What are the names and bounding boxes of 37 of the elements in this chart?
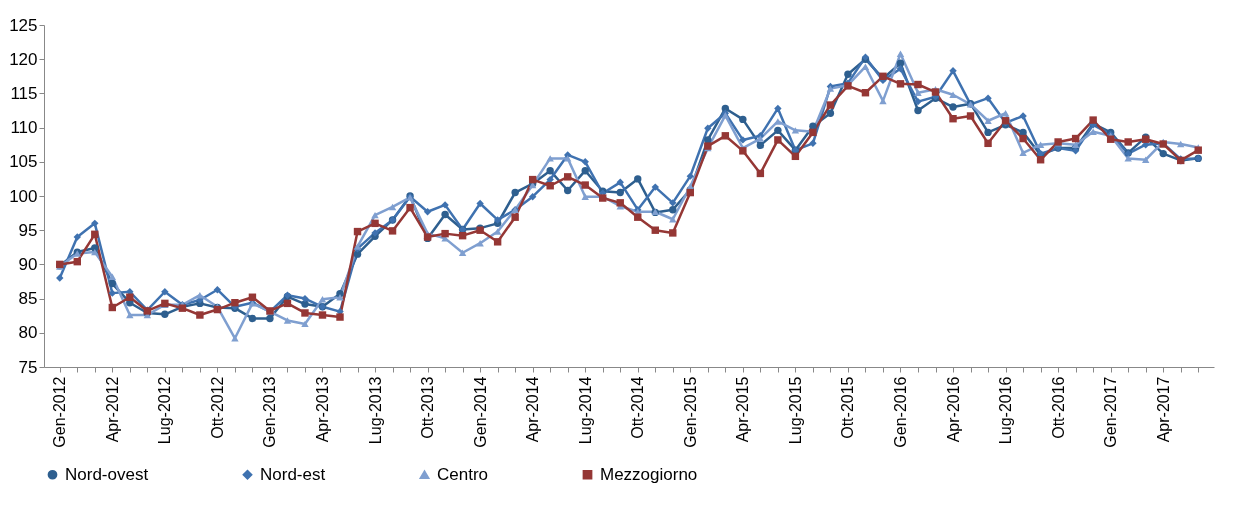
x-tick-label: Apr-2014	[524, 376, 542, 443]
x-tick-label: Ott-2013	[419, 376, 437, 439]
x-tick-label: Gen-2013	[261, 376, 279, 448]
y-tick-label: 115	[10, 83, 38, 103]
x-tick-label: Apr-2013	[313, 376, 331, 443]
legend-label: Mezzogiorno	[600, 464, 698, 484]
y-tick-label: 105	[9, 152, 38, 172]
y-tick-label: 75	[18, 357, 38, 377]
x-tick-label: Lug-2016	[997, 376, 1015, 445]
x-tick-label: Gen-2014	[471, 376, 489, 448]
x-tick-label: Gen-2016	[891, 376, 909, 448]
x-tick-label: Ott-2016	[1049, 376, 1067, 439]
x-tick-label: Gen-2015	[681, 376, 699, 448]
legend-label: Nord-est	[260, 464, 326, 484]
x-tick-label: Apr-2016	[944, 376, 962, 443]
x-tick-label: Apr-2017	[1154, 376, 1172, 443]
y-tick-label: 110	[10, 118, 38, 138]
x-tick-label: Lug-2013	[366, 376, 384, 445]
y-tick-label: 95	[18, 220, 38, 240]
x-tick-label: Lug-2015	[786, 376, 804, 445]
x-tick-label: Lug-2014	[576, 376, 594, 445]
y-tick-label: 100	[9, 186, 38, 206]
y-tick-label: 85	[18, 289, 38, 309]
x-tick-label: Apr-2015	[734, 376, 752, 443]
y-tick-label: 80	[18, 323, 38, 343]
y-tick-label: 125	[9, 15, 38, 35]
x-tick-label: Lug-2012	[156, 376, 174, 445]
x-tick-label: Ott-2015	[839, 376, 857, 439]
y-tick-label: 90	[18, 254, 38, 274]
x-tick-label: Apr-2012	[103, 376, 121, 443]
x-tick-label: Ott-2012	[208, 376, 226, 439]
legend-label: Centro	[437, 464, 489, 484]
x-tick-label: Gen-2017	[1102, 376, 1120, 448]
x-tick-label: Ott-2014	[629, 376, 647, 439]
legend-label: Nord-ovest	[65, 464, 149, 484]
x-tick-label: Gen-2012	[51, 376, 69, 448]
y-tick-label: 120	[9, 49, 38, 69]
